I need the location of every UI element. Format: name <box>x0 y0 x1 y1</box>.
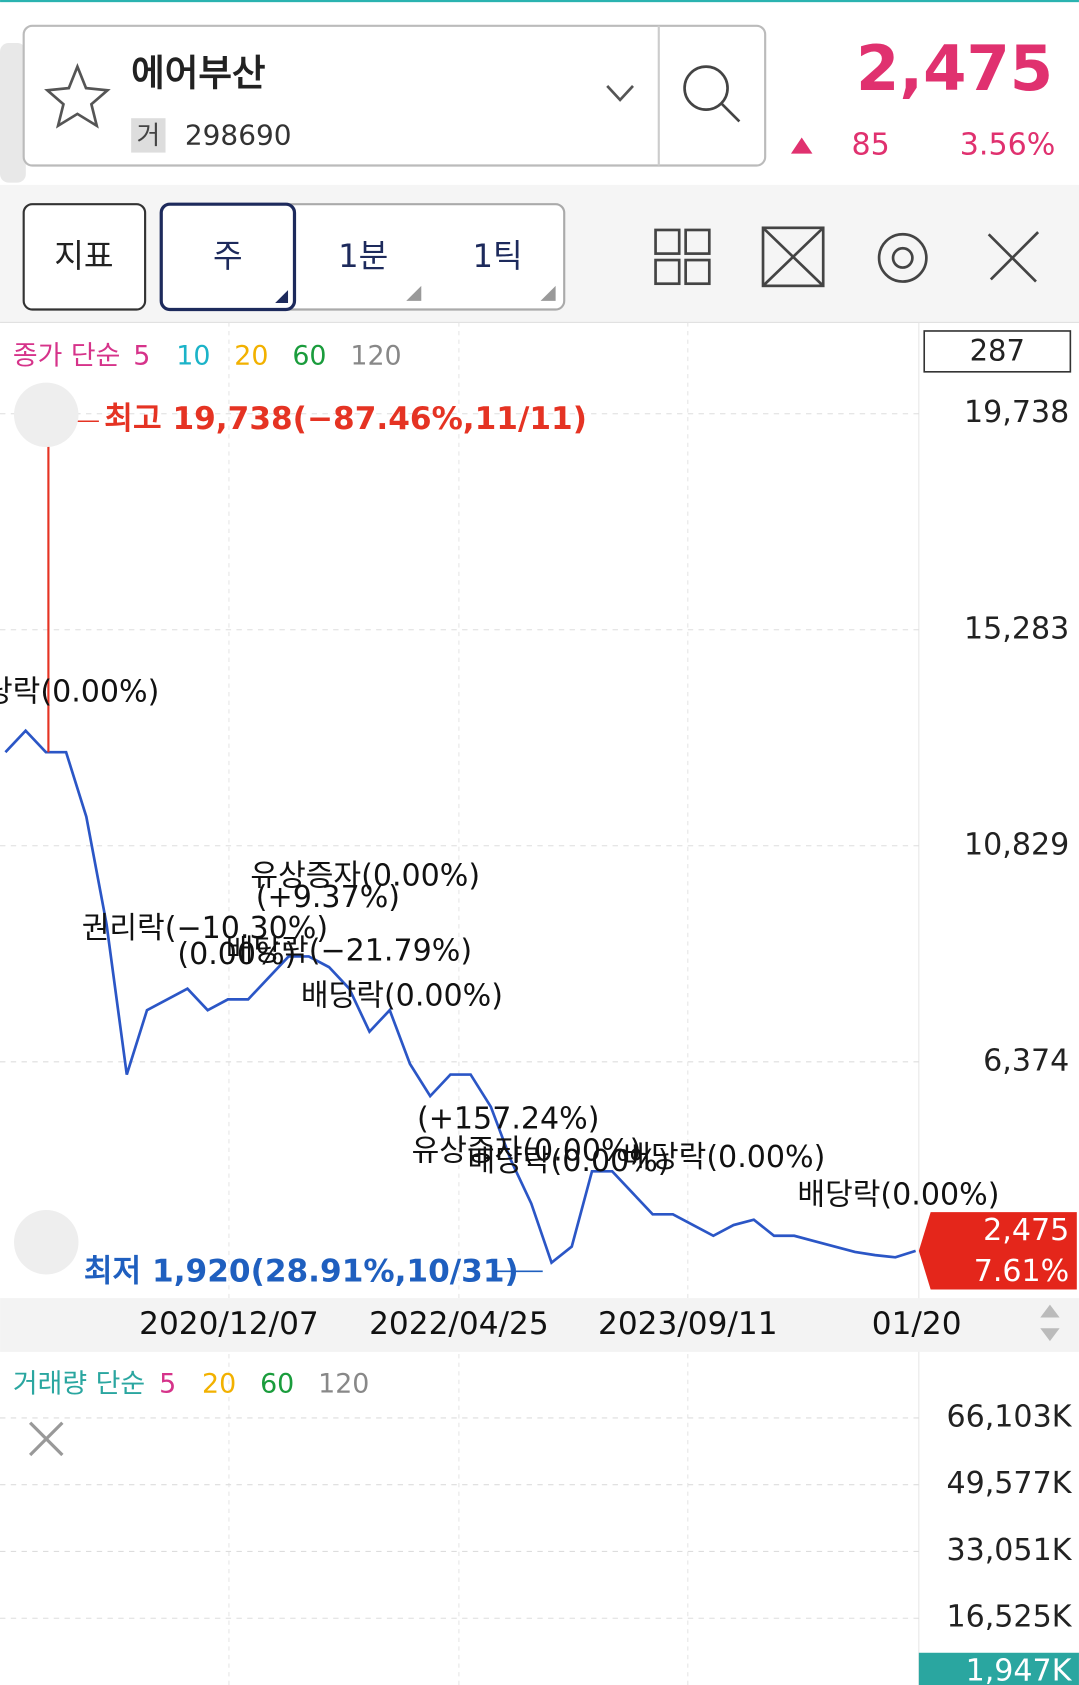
legend-entry: 20 <box>234 340 268 371</box>
legend-entry: 60 <box>260 1369 294 1400</box>
low-label: 최저 1,920(28.91%,10/31) <box>84 1253 519 1289</box>
fullscreen-icon[interactable] <box>761 226 825 288</box>
legend-label: 종가 단순 <box>13 340 120 371</box>
change-percent: 3.56% <box>960 128 1056 163</box>
indicator-button[interactable] <box>22 203 147 311</box>
event-label: (+9.37%) <box>256 880 400 915</box>
x-tick-label: 2022/04/25 <box>369 1306 549 1342</box>
y-tick-label: 6,374 <box>983 1043 1069 1078</box>
current-volume: 1,947K <box>966 1654 1073 1685</box>
event-label: 유상증자(0.00%) <box>412 1133 642 1168</box>
event-label: 배당락(0.00%) <box>468 1144 670 1179</box>
search-icon[interactable] <box>683 65 729 111</box>
scroll-down[interactable] <box>1040 1328 1060 1342</box>
scroll-up[interactable] <box>1040 1304 1060 1318</box>
volume-chart: 66,103K 49,577K 33,051K 16,525K 거래량 단순 5 20 60 1… <box>0 1369 1079 1685</box>
y-tick-label: 15,283 <box>964 611 1069 646</box>
market-badge: 거 <box>136 121 160 151</box>
zoom-in[interactable] <box>14 382 79 448</box>
legend-entry: 20 <box>202 1369 236 1400</box>
x-tick-label: 2020/12/07 <box>139 1306 319 1342</box>
button-label: 지표 <box>54 237 113 275</box>
y-tick-label: 49,577K <box>946 1466 1072 1501</box>
y-tick-label: 66,103K <box>946 1399 1072 1434</box>
price-chart: 19,738 15,283 10,829 6,374 종가 단순 5 10 20 60 120 28… <box>0 322 1077 1685</box>
search-box[interactable] <box>22 24 767 167</box>
badge-bg <box>131 118 166 153</box>
legend-entry: 60 <box>292 340 326 371</box>
legend-entry: 5 <box>159 1369 176 1400</box>
count-box <box>923 330 1072 373</box>
favorite-star[interactable] <box>44 63 111 129</box>
top-accent <box>0 0 1079 3</box>
layout-icon[interactable] <box>654 228 711 286</box>
button-label[interactable]: 1분 <box>338 237 388 275</box>
stock-code: 298690 <box>185 118 292 151</box>
event-label: 배당락(0.00%) <box>623 1140 825 1175</box>
close-line <box>4 728 917 1265</box>
up-triangle <box>790 137 813 154</box>
dropdown-chevron[interactable] <box>606 85 634 102</box>
price-change: 85 <box>852 128 890 163</box>
y-tick-label: 33,051K <box>946 1533 1072 1568</box>
close-icon <box>28 1421 64 1457</box>
button-label: 주 <box>213 237 243 275</box>
event-label: 권리락(−10.30%) <box>82 911 328 946</box>
period-selected[interactable] <box>159 202 297 312</box>
event-label: 당락(0.00%) <box>0 675 159 710</box>
event-label: 배당락(0.00%) <box>797 1178 999 1213</box>
legend-entry: 10 <box>176 340 210 371</box>
last-price: 2,475 <box>983 1213 1069 1248</box>
stock-name: 에어부산 <box>131 52 265 95</box>
x-axis-band <box>0 1298 1079 1352</box>
zoom-out[interactable] <box>14 1210 79 1275</box>
x-tick-label: 01/20 <box>872 1306 962 1342</box>
corner-mark <box>540 285 556 301</box>
current-volume-tag <box>918 1652 1079 1685</box>
event-label: 배당락(−21.79%) <box>226 934 472 969</box>
y-tick-label: 16,525K <box>946 1600 1072 1635</box>
tools-icon[interactable] <box>987 231 1040 283</box>
button-label[interactable]: 1틱 <box>473 237 523 275</box>
search-icon-handle <box>720 102 741 123</box>
last-percent: 7.61% <box>974 1254 1070 1289</box>
x-tick-label: 2023/09/11 <box>598 1306 778 1342</box>
count: 287 <box>970 333 1025 367</box>
settings-icon[interactable] <box>877 232 928 283</box>
y-tick-label: 19,738 <box>964 395 1069 430</box>
legend-entry: 5 <box>133 340 150 371</box>
event-label: (+157.24%) <box>417 1101 599 1136</box>
event-label: 배당락(0.00%) <box>301 979 503 1014</box>
legend-entry: 120 <box>350 340 401 371</box>
side-tab[interactable] <box>0 42 26 183</box>
legend-label: 거래량 단순 <box>13 1369 145 1400</box>
legend-entry: 120 <box>318 1369 369 1400</box>
last-price-tag <box>918 1212 1077 1290</box>
event-label: 유상증자(0.00%) <box>250 858 480 893</box>
corner-mark <box>275 290 289 304</box>
current-price: 2,475 <box>856 32 1053 105</box>
high-label: 최고 19,738(−87.46%,11/11) <box>104 401 587 437</box>
event-label: (0.00%) <box>177 937 296 972</box>
y-tick-label: 10,829 <box>964 827 1069 862</box>
